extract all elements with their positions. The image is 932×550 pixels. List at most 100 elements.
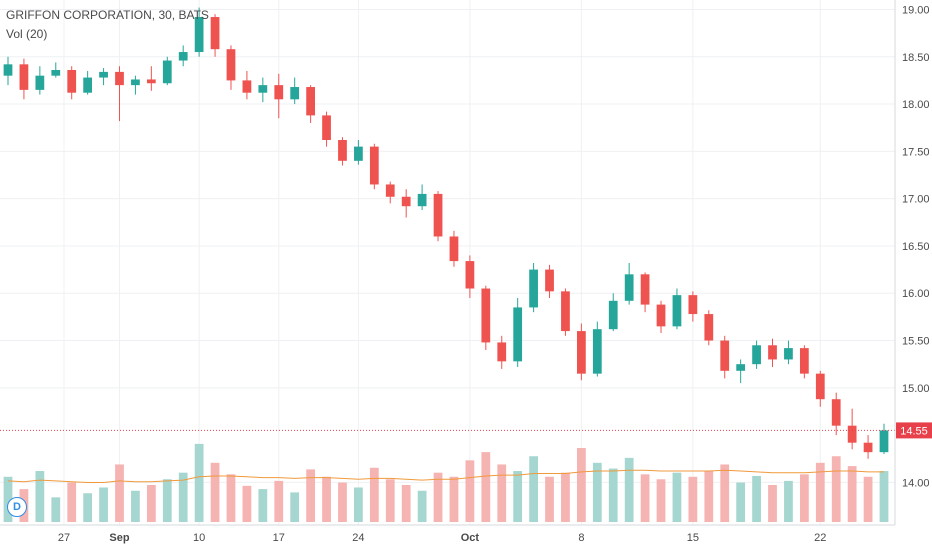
volume-bar [99,487,108,522]
volume-bar [226,474,236,522]
volume-bar [162,479,172,522]
volume-bar [322,476,331,522]
candle-body [465,261,475,289]
candle-body [115,71,124,86]
candle-body [879,430,889,453]
x-tick-label: 10 [193,532,205,544]
volume-bar [847,466,857,522]
chart-grid [0,0,895,525]
candle [210,14,220,57]
candle [306,85,315,123]
candle [433,191,443,242]
candle-body [322,115,331,140]
volume-bar [274,480,284,522]
volume-bar [688,476,698,522]
y-tick-label: 14.00 [902,477,930,489]
candle-body [162,60,172,84]
volume-bar [35,471,45,522]
x-tick-label: 15 [687,532,699,544]
volume-bar [672,472,682,522]
candle [226,45,236,90]
candle-body [51,70,61,76]
candle-body [768,345,777,360]
candle-body [210,17,220,50]
last-price-label: 14.55 [900,425,928,437]
candle [561,288,570,336]
candle-body [242,80,252,93]
volume-bar [608,468,618,522]
candle [3,56,13,86]
candle [178,45,188,67]
candle [577,323,586,381]
volume-bar [799,474,809,522]
candle [879,423,889,455]
candle-body [417,193,427,207]
candle [640,272,650,313]
candle [784,340,793,365]
symbol-legend[interactable]: GRIFFON CORPORATION, 30, BATS [6,8,209,22]
volume-bar [115,464,124,522]
x-tick-label: 17 [273,532,285,544]
candle-body [481,288,491,343]
volume-bar [131,490,140,522]
candle [369,143,379,190]
y-tick-label: 16.50 [902,241,930,253]
x-tick-label: Oct [461,532,480,544]
candle [831,392,841,436]
x-tick-label: 22 [814,532,826,544]
candle [672,288,682,330]
volume-bar [51,497,61,522]
candle [99,68,108,86]
candle-body [624,274,634,301]
price-axis[interactable]: 19.00 18.50 18.00 17.50 17.00 16.50 16.00 15.50… [894,0,930,525]
candle-body [704,314,714,341]
volume-bar [720,464,730,522]
candle [688,291,698,322]
candle-body [672,295,682,327]
volume-bar [577,448,586,522]
candle-body [67,70,77,93]
candle [497,335,507,369]
volume-bar [290,492,300,522]
volume-bar [210,462,220,522]
candle-body [131,79,140,86]
candle [449,230,459,267]
candle [146,66,156,91]
candle [67,66,77,100]
volume-bar [338,482,347,522]
candle-body [577,331,586,374]
candle-body [592,329,602,374]
candle [656,300,666,333]
volume-bar [449,476,459,522]
y-tick-label: 19.00 [902,4,930,16]
candle-body [688,295,698,315]
volume-legend[interactable]: Vol (20) [6,27,48,41]
time-axis[interactable]: 27 Sep 10 17 24 Oct 8 15 22 [0,524,895,544]
candle-body [178,52,188,61]
last-price-badge [896,422,932,439]
candle [704,310,714,346]
volume-bar [752,475,761,522]
candle-body [35,75,45,90]
candle-body [258,85,268,93]
daily-interval-badge[interactable]: D [7,497,27,517]
volume-bar [354,487,363,522]
candle [465,255,475,298]
candle-body [799,348,809,374]
x-tick-label: 8 [578,532,584,544]
volume-bar [417,490,427,522]
candle [290,77,300,105]
candle [417,184,427,210]
candle [545,264,554,298]
candle [19,58,29,100]
y-tick-label: 15.00 [902,383,930,395]
candle [258,77,268,103]
volume-bar [863,476,873,522]
candle-body [561,291,570,332]
volume-bar [768,485,777,522]
volume-bar [497,464,507,522]
candle [322,111,331,147]
volume-bar [465,460,475,522]
